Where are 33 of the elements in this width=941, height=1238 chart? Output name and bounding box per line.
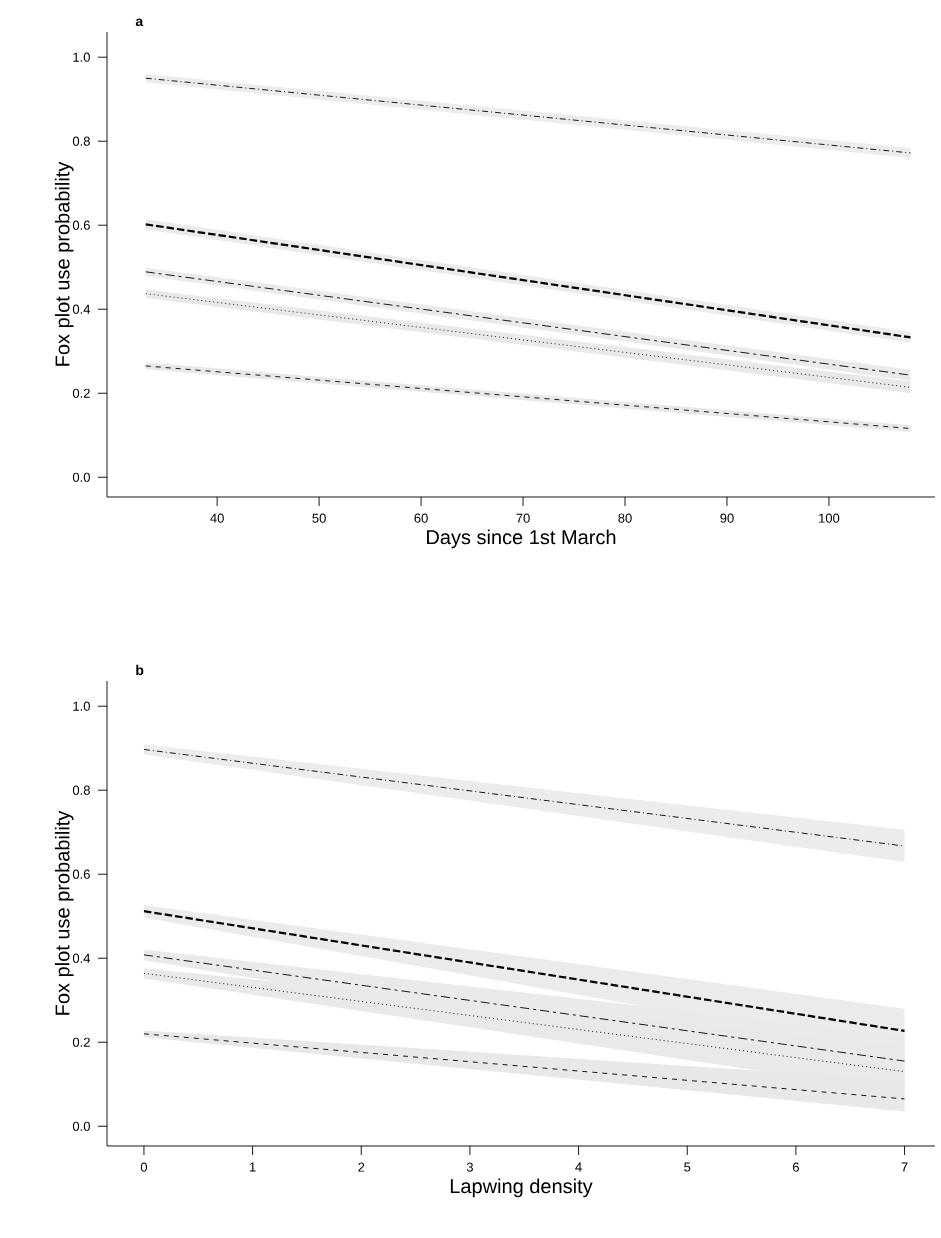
- x-tick-label: 70: [516, 513, 530, 523]
- y-tick-label: 1.0: [73, 52, 90, 62]
- x-tick-label: 90: [720, 513, 734, 523]
- y-axis-title: Fox plot use probability: [54, 810, 74, 1015]
- x-tick-label: 60: [414, 513, 428, 523]
- y-tick-label: 0.4: [72, 304, 91, 314]
- y-tick-label: 1.0: [73, 701, 90, 711]
- y-tick-label: 0.2: [72, 1037, 90, 1047]
- y-axis-title: Fox plot use probability: [54, 161, 74, 366]
- y-tick-label: 0.2: [72, 388, 90, 398]
- x-tick-label: 3: [466, 1162, 473, 1172]
- x-tick-label: 1: [249, 1162, 256, 1172]
- y-tick-label: 0.0: [72, 472, 90, 482]
- x-tick-label: 6: [792, 1162, 799, 1172]
- x-tick-label: 100: [819, 513, 840, 523]
- chart-title: a: [135, 18, 144, 27]
- y-tick-label: 0.4: [72, 953, 91, 963]
- x-tick-label: 50: [312, 513, 326, 523]
- x-tick-label: 80: [618, 513, 632, 523]
- y-tick-label: 0.6: [72, 220, 90, 230]
- x-tick-label: 2: [358, 1162, 365, 1172]
- x-tick-label: 4: [575, 1162, 582, 1172]
- y-tick-label: 0.0: [72, 1121, 90, 1131]
- y-tick-label: 0.6: [72, 869, 90, 879]
- chart-title: b: [136, 664, 144, 676]
- x-axis-title: Lapwing density: [450, 1178, 593, 1198]
- x-tick-label: 0: [140, 1162, 148, 1172]
- x-tick-label: 5: [684, 1162, 691, 1172]
- x-axis-title: Days since 1st March: [427, 529, 616, 549]
- x-tick-label: 40: [210, 513, 224, 523]
- x-tick-label: 7: [901, 1162, 908, 1172]
- y-tick-label: 0.8: [72, 785, 90, 795]
- y-tick-label: 0.8: [72, 136, 90, 146]
